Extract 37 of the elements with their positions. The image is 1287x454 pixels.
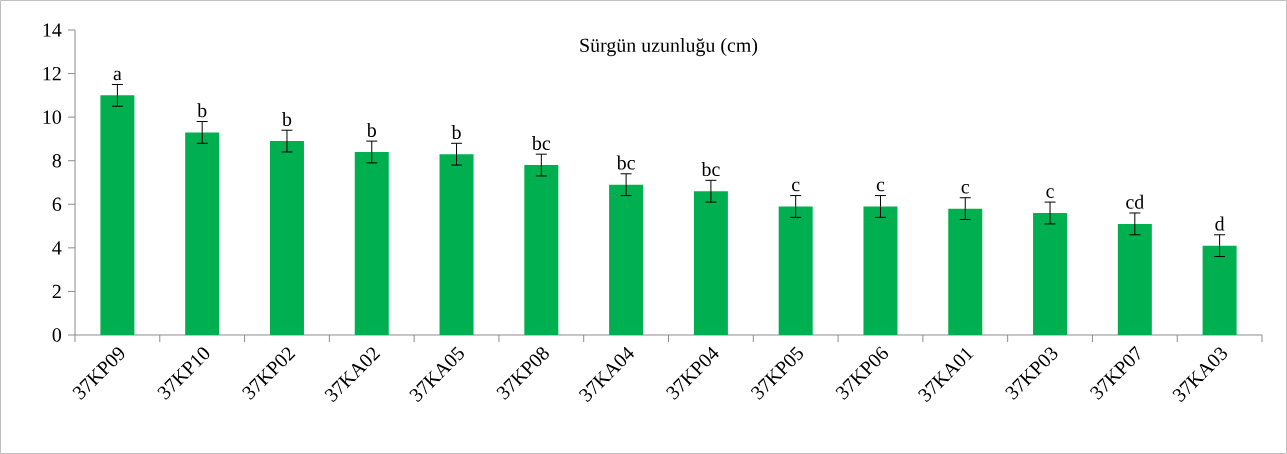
annotation: c (961, 183, 970, 194)
bar (100, 95, 135, 335)
bar (609, 184, 644, 335)
annotation: c (876, 181, 885, 192)
y-tick-label: 0 (52, 328, 62, 342)
y-tick-label: 10 (43, 110, 62, 124)
annotation: d (1215, 216, 1225, 231)
bar (948, 208, 983, 335)
y-tick-label: 14 (43, 23, 62, 37)
annotation: cd (1126, 194, 1144, 209)
annotation: b (366, 122, 376, 137)
chart-title: Sürgün uzunluğu (cm) (580, 38, 758, 57)
bar (1117, 223, 1152, 335)
bar (524, 165, 559, 335)
annotation: b (197, 103, 207, 118)
annotation: bc (616, 155, 635, 170)
annotation: c (1046, 188, 1054, 198)
annotation: bc (531, 135, 551, 150)
bar (439, 154, 474, 335)
bar (354, 152, 389, 335)
bar (863, 206, 898, 335)
y-tick-label: 2 (52, 284, 61, 299)
annotation: a (113, 70, 122, 81)
y-tick-label: 8 (52, 153, 62, 168)
annotation: bc (701, 162, 720, 177)
annotation: b (281, 111, 292, 126)
bar (778, 206, 813, 335)
bar (1033, 213, 1068, 335)
y-tick-label: 6 (52, 197, 62, 211)
annotation: b (451, 125, 461, 140)
bar (1202, 245, 1237, 335)
y-tick-label: 4 (52, 241, 62, 255)
bar (269, 141, 304, 335)
bar (185, 132, 220, 335)
bar (693, 191, 728, 335)
annotation: c (792, 181, 800, 192)
y-tick-label: 12 (43, 66, 61, 81)
